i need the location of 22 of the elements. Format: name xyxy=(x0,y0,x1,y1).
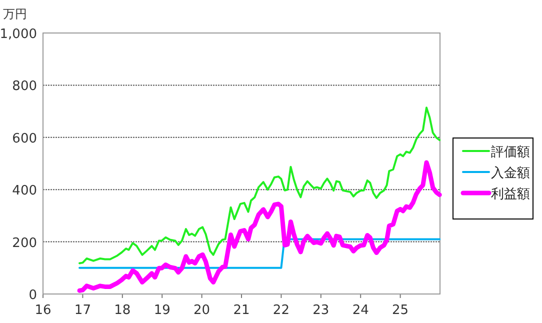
y-tick-label: 800 xyxy=(12,79,37,94)
y-axis-title: 万円 xyxy=(3,7,27,21)
x-tick-label: 20 xyxy=(194,303,210,318)
x-tick-label: 24 xyxy=(352,303,369,318)
legend-label: 評価額 xyxy=(491,145,530,160)
x-tick-label: 22 xyxy=(272,303,290,318)
x-tick-label: 23 xyxy=(312,303,330,318)
x-tick-label: 18 xyxy=(114,303,131,318)
x-tick-label: 25 xyxy=(392,303,409,318)
y-tick-label: 1,000 xyxy=(0,27,37,42)
y-tick-label: 0 xyxy=(28,288,37,303)
legend-label: 利益額 xyxy=(491,187,530,202)
y-tick-label: 600 xyxy=(12,131,37,146)
line-series xyxy=(78,106,441,264)
x-tick-label: 16 xyxy=(34,303,52,318)
line-series xyxy=(77,160,442,293)
legend-label: 入金額 xyxy=(491,166,530,181)
y-tick-label: 200 xyxy=(12,236,37,251)
x-tick-label: 17 xyxy=(74,303,91,318)
x-tick-label: 21 xyxy=(233,303,250,318)
y-tick-label: 400 xyxy=(12,184,37,199)
x-tick-label: 19 xyxy=(154,303,170,318)
